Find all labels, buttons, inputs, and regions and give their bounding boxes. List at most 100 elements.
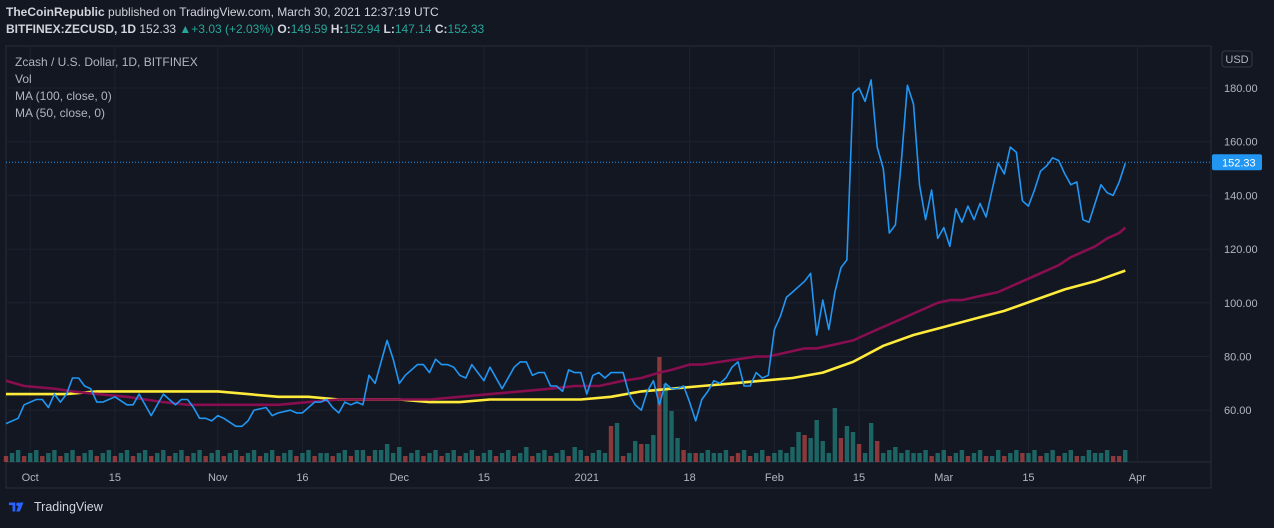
volume-bar xyxy=(578,450,583,462)
volume-bar xyxy=(778,450,783,462)
volume-bar xyxy=(1110,456,1116,462)
symbol-label[interactable]: BITFINEX:ZECUSD, 1D xyxy=(6,22,137,36)
volume-bar xyxy=(40,456,45,462)
volume-bar xyxy=(1104,450,1110,462)
volume-bar xyxy=(3,456,9,462)
volume-bar xyxy=(130,456,136,462)
volume-bar xyxy=(790,447,795,462)
volume-bar xyxy=(493,456,499,462)
legend-vol[interactable]: Vol xyxy=(15,72,32,86)
legend-ma100[interactable]: MA (100, close, 0) xyxy=(15,89,112,103)
volume-bar xyxy=(288,450,293,462)
last-price-tag xyxy=(1212,154,1262,171)
volume-bar xyxy=(487,450,493,462)
volume-bar xyxy=(608,426,614,462)
x-tick-label: 16 xyxy=(296,472,308,484)
volume-bar xyxy=(427,453,432,462)
volume-bar xyxy=(1117,456,1122,462)
legend-ma50[interactable]: MA (50, close, 0) xyxy=(15,106,106,120)
volume-bar xyxy=(106,450,112,462)
volume-bar xyxy=(548,456,553,462)
legend-pair[interactable]: Zcash / U.S. Dollar, 1D, BITFINEX xyxy=(15,55,198,69)
volume-bar xyxy=(542,450,547,462)
volume-bar xyxy=(868,423,874,462)
volume-bar xyxy=(838,438,844,462)
volume-bar xyxy=(560,450,565,462)
volume-bar xyxy=(64,453,69,462)
y-tick-label: 100.00 xyxy=(1224,298,1258,310)
volume-bar xyxy=(469,450,475,462)
volume-bar xyxy=(397,447,402,462)
volume-bar xyxy=(518,453,523,462)
volume-bar xyxy=(983,456,989,462)
volume-bar xyxy=(155,453,160,462)
volume-bar xyxy=(251,450,257,462)
volume-bar xyxy=(675,438,680,462)
x-tick-label: 18 xyxy=(684,472,696,484)
last-price: 152.33 xyxy=(139,22,177,36)
ma50-line xyxy=(5,226,1127,407)
volume-bar xyxy=(747,456,753,462)
volume-bar xyxy=(245,453,251,462)
volume-bar xyxy=(499,453,505,462)
volume-bar xyxy=(70,450,75,462)
currency-button[interactable] xyxy=(1221,50,1253,68)
volume-bar xyxy=(481,453,487,462)
volume-bar xyxy=(76,456,81,462)
volume-bar xyxy=(118,453,124,462)
volume-bar xyxy=(276,456,281,462)
indicator-legend: Zcash / U.S. Dollar, 1D, BITFINEX Vol MA… xyxy=(15,54,198,122)
low-label: L: xyxy=(383,22,395,36)
volume-bar xyxy=(1020,453,1025,462)
volume-bar xyxy=(566,456,571,462)
volume-bar xyxy=(197,450,202,462)
ma100-series xyxy=(6,269,1126,404)
volume-bar xyxy=(572,447,577,462)
volume-bar xyxy=(941,450,946,462)
volume-bar xyxy=(445,453,450,462)
volume-bar xyxy=(409,453,414,462)
volume-bar xyxy=(1098,453,1104,462)
volume-bar xyxy=(366,456,372,462)
volume-bar xyxy=(826,453,831,462)
price-series xyxy=(5,79,1127,428)
volume-bar xyxy=(342,450,347,462)
price-axis[interactable]: 180.00 160.00 140.00 120.00 100.00 80.00 60.00 xyxy=(1224,83,1258,417)
volume-bar xyxy=(735,453,741,462)
volume-bar xyxy=(179,450,184,462)
volume-bar xyxy=(935,453,940,462)
volume-bar xyxy=(1002,456,1007,462)
volume-bar xyxy=(257,456,263,462)
x-tick-label: Apr xyxy=(1129,472,1146,484)
volume-bar xyxy=(633,441,638,462)
y-tick-label: 60.00 xyxy=(1224,405,1252,417)
ohlc-line: BITFINEX:ZECUSD, 1D 152.33 ▲+3.03 (+2.03… xyxy=(6,22,484,36)
volume-bar xyxy=(657,357,662,462)
volume-bar xyxy=(596,450,602,462)
volume-bar xyxy=(681,450,686,462)
volume-bar xyxy=(512,456,517,462)
volume-bar xyxy=(215,450,220,462)
volume-bar xyxy=(161,450,166,462)
volume-bar xyxy=(300,453,305,462)
volume-bar xyxy=(433,450,438,462)
x-tick-label: 15 xyxy=(109,472,121,484)
volume-bar xyxy=(723,450,729,462)
tradingview-footer[interactable]: TradingView xyxy=(8,500,103,514)
volume-bar xyxy=(893,447,898,462)
volume-bar xyxy=(590,453,596,462)
time-axis[interactable]: Oct 15 Nov 16 Dec 15 2021 18 Feb 15 Mar 15 Apr xyxy=(22,472,1147,484)
volume-bar xyxy=(318,453,323,462)
volume-bar xyxy=(52,450,57,462)
y-tick-label: 140.00 xyxy=(1224,190,1258,202)
x-tick-label: 15 xyxy=(478,472,490,484)
volume-bar xyxy=(463,453,468,462)
volume-bar xyxy=(693,453,698,462)
publisher-name[interactable]: TheCoinRepublic xyxy=(6,5,105,19)
volume-bar xyxy=(687,453,692,462)
volume-bar xyxy=(28,453,33,462)
volume-bar xyxy=(1014,450,1019,462)
volume-bar xyxy=(348,456,354,462)
volume-bar xyxy=(669,411,674,462)
